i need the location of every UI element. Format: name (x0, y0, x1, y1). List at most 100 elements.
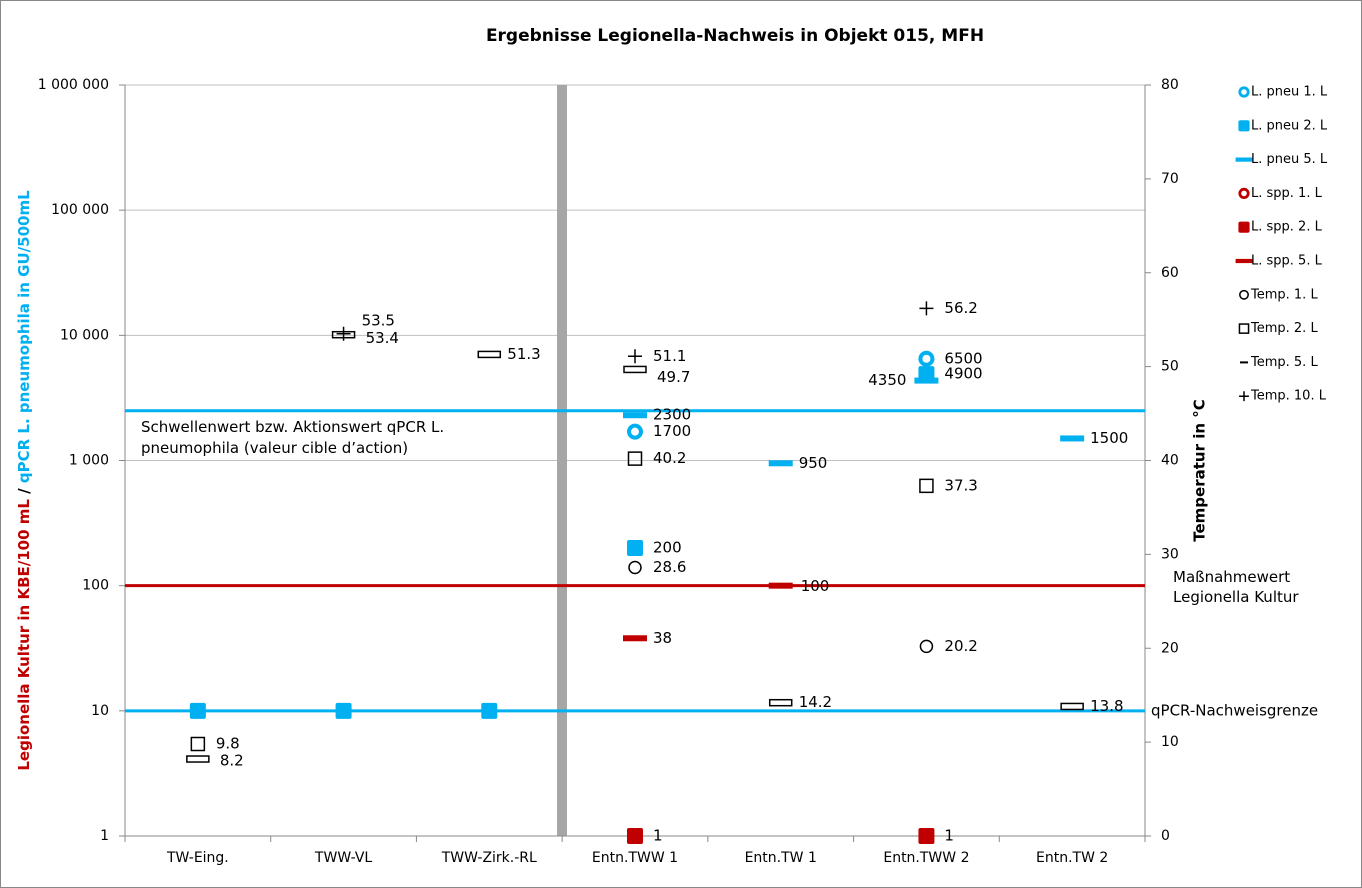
y-axis-label: Legionella Kultur in KBE/100 mL / qPCR L… (15, 190, 33, 771)
data-label: 56.2 (944, 299, 977, 317)
data-label: 100 (801, 577, 830, 595)
ring-marker (1238, 86, 1250, 98)
square-marker (627, 539, 643, 556)
y2-tick-label: 40 (1161, 453, 1179, 469)
x-tick-label: TW-Eing. (166, 850, 229, 866)
legend-label: L. spp. 2. L (1251, 220, 1323, 235)
y-tick-label: 1 (100, 828, 109, 844)
data-label: 1 (653, 827, 663, 845)
legend-label: L. pneu 1. L (1251, 85, 1328, 100)
y2-axis-label: Temperatur in °C (1191, 399, 1209, 542)
square-marker (1238, 120, 1250, 132)
data-label: 200 (653, 538, 682, 556)
data-label: 40.2 (653, 449, 686, 467)
dash-marker (623, 635, 647, 642)
open-circle-marker (919, 639, 934, 654)
y-tick-label: 1 000 000 (38, 77, 109, 93)
data-label: 4900 (944, 365, 982, 383)
reference-label: Legionella Kultur (1173, 588, 1299, 606)
legend-label: L. pneu 2. L (1251, 118, 1328, 133)
open-square-marker (627, 451, 643, 466)
data-label: 1500 (1090, 429, 1128, 447)
square-marker (189, 702, 206, 719)
legend-label: L. pneu 5. L (1251, 152, 1328, 167)
ring-marker (627, 423, 643, 440)
square-marker (1238, 221, 1250, 233)
data-label: 38 (653, 629, 672, 647)
open-dash-marker (186, 755, 210, 763)
dash-marker (914, 377, 939, 384)
data-label: 1 (944, 827, 954, 845)
y-tick-label: 100 000 (51, 202, 109, 218)
square-marker (481, 702, 498, 719)
open-dash-marker (623, 365, 647, 374)
open-circle-marker (628, 560, 642, 575)
y2-tick-label: 0 (1161, 828, 1170, 844)
y2-tick-label: 70 (1161, 171, 1179, 187)
ring-marker (918, 350, 935, 367)
x-tick-label: TWW-VL (314, 850, 372, 866)
reference-label: pneumophila (valeur cible d’action) (141, 439, 408, 457)
y-axis-label-part: / (15, 483, 33, 499)
data-label: 51.1 (653, 347, 686, 365)
square-marker (335, 702, 352, 719)
y2-tick-label: 10 (1161, 734, 1179, 750)
open-square-marker (1238, 323, 1250, 334)
y2-tick-label: 30 (1161, 546, 1179, 562)
y-tick-label: 100 (82, 578, 109, 594)
data-label: 20.2 (944, 637, 977, 655)
dash-marker (768, 460, 793, 467)
ring-marker (1238, 187, 1250, 199)
x-tick-label: Entn.TW 2 (1036, 850, 1108, 866)
legend-label: L. spp. 5. L (1251, 254, 1323, 269)
open-dash-marker (768, 698, 793, 707)
dash-marker (1235, 157, 1253, 162)
data-label: 37.3 (944, 476, 977, 494)
open-dash-marker (477, 350, 502, 359)
reference-label: Schwellenwert bzw. Aktionswert qPCR L. (141, 418, 444, 436)
data-label: 6500 (944, 349, 982, 367)
legend-label: Temp. 1. L (1250, 287, 1318, 302)
x-tick-label: Entn.TWW 2 (883, 850, 969, 866)
y2-tick-label: 50 (1161, 359, 1179, 375)
data-label: 1700 (653, 422, 691, 440)
data-label: 49.7 (657, 368, 690, 386)
x-tick-label: TWW-Zirk.-RL (441, 850, 537, 866)
y2-tick-label: 80 (1161, 77, 1179, 93)
x-tick-label: Entn.TWW 1 (592, 850, 678, 866)
plus-marker (919, 301, 934, 316)
data-label: 950 (799, 454, 828, 472)
data-label: 51.3 (507, 345, 540, 363)
reference-label: qPCR-Nachweisgrenze (1151, 701, 1318, 719)
legend-label: Temp. 2. L (1250, 321, 1318, 336)
y-axis-label-part: Legionella Kultur in KBE/100 mL (15, 499, 33, 771)
open-square-marker (190, 736, 206, 752)
legend-label: Temp. 5. L (1250, 355, 1318, 370)
legend-label: L. spp. 1. L (1251, 186, 1323, 201)
data-label: 53.5 (362, 311, 395, 329)
dash-marker (1235, 258, 1253, 264)
square-marker (918, 828, 935, 844)
reference-label: Maßnahmewert (1173, 568, 1290, 586)
data-label: 2300 (653, 406, 691, 424)
y2-tick-label: 60 (1161, 265, 1179, 281)
data-label: 53.4 (366, 329, 399, 347)
legend-label: Temp. 10. L (1250, 389, 1327, 404)
chart-title: Ergebnisse Legionella-Nachweis in Objekt… (486, 26, 984, 46)
plus-marker (1239, 391, 1249, 402)
data-label: 13.8 (1090, 697, 1123, 715)
x-tick-label: Entn.TW 1 (745, 850, 817, 866)
plus-marker (336, 326, 351, 341)
y-tick-label: 1 000 (69, 453, 109, 469)
open-circle-marker (1239, 289, 1249, 300)
data-label: 14.2 (799, 693, 832, 711)
plus-marker (628, 349, 642, 364)
y-tick-label: 10 (91, 703, 109, 719)
data-label: 4350 (868, 371, 906, 389)
open-dash-marker (1060, 702, 1084, 711)
y2-tick-label: 20 (1161, 640, 1179, 656)
data-label: 9.8 (216, 735, 240, 753)
y-tick-label: 10 000 (60, 327, 109, 343)
